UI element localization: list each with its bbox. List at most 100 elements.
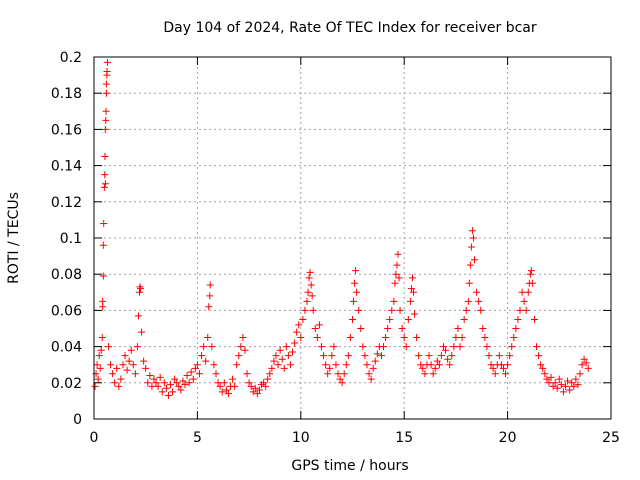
data-point	[286, 361, 294, 369]
data-point	[504, 361, 512, 369]
data-point	[559, 388, 567, 396]
data-point	[388, 306, 396, 314]
data-point	[508, 343, 516, 351]
data-point	[380, 343, 388, 351]
data-point	[299, 315, 307, 323]
y-tick-label: 0.1	[60, 231, 82, 247]
data-point	[97, 346, 105, 354]
data-point	[512, 325, 520, 332]
data-point	[158, 388, 166, 396]
data-point	[334, 370, 342, 378]
data-point	[485, 352, 493, 360]
data-point	[349, 315, 356, 323]
data-point	[280, 364, 288, 372]
data-point	[535, 352, 543, 360]
data-point	[183, 372, 191, 380]
data-point	[384, 325, 392, 332]
data-point	[400, 334, 408, 342]
data-point	[406, 297, 414, 305]
data-point	[402, 343, 410, 351]
data-point	[297, 334, 305, 342]
data-point	[543, 375, 551, 383]
y-tick-label: 0.12	[51, 195, 82, 211]
data-point	[526, 270, 534, 278]
data-point	[208, 343, 216, 351]
data-point	[391, 279, 399, 287]
data-point	[218, 388, 226, 396]
data-point	[93, 361, 101, 369]
data-point	[195, 370, 203, 378]
data-point	[407, 285, 415, 293]
data-point	[202, 357, 210, 365]
data-point	[173, 379, 181, 387]
data-point	[148, 382, 156, 390]
data-points	[91, 58, 592, 399]
data-point	[346, 334, 354, 342]
data-point	[249, 388, 257, 396]
data-point	[204, 334, 212, 342]
data-point	[464, 297, 472, 305]
data-point	[100, 220, 108, 228]
data-point	[541, 370, 549, 378]
data-point	[351, 279, 359, 287]
data-point	[377, 352, 385, 360]
data-point	[545, 379, 553, 387]
data-point	[539, 364, 547, 372]
data-point	[328, 352, 336, 360]
y-tick-label: 0.16	[51, 122, 82, 138]
data-point	[308, 292, 316, 300]
data-point	[253, 390, 261, 398]
data-point	[187, 368, 195, 376]
data-point	[146, 372, 154, 380]
data-point	[251, 384, 259, 392]
data-point	[295, 321, 303, 329]
data-point	[371, 357, 379, 365]
data-point	[518, 288, 526, 296]
x-tick-label: 20	[499, 430, 517, 446]
data-point	[549, 382, 557, 390]
data-point	[429, 370, 437, 378]
data-point	[481, 334, 489, 342]
grid	[94, 57, 611, 419]
data-point	[282, 343, 290, 351]
data-point	[324, 370, 332, 378]
y-tick-label: 0.14	[51, 159, 82, 175]
data-point	[524, 288, 532, 296]
data-point	[458, 334, 466, 342]
data-point	[564, 377, 572, 385]
data-point	[468, 227, 476, 235]
data-point	[404, 315, 412, 323]
data-point	[572, 375, 580, 383]
data-point	[537, 361, 545, 369]
data-point	[344, 352, 352, 360]
data-point	[398, 325, 406, 332]
data-point	[133, 343, 141, 351]
data-point	[322, 361, 330, 369]
data-point	[553, 384, 561, 392]
data-point	[489, 364, 497, 372]
data-point	[338, 379, 346, 387]
data-point	[454, 325, 462, 332]
data-point	[317, 343, 325, 351]
data-point	[171, 375, 179, 383]
data-point	[469, 234, 477, 242]
data-point	[353, 288, 361, 296]
data-point	[101, 180, 109, 188]
data-point	[365, 370, 373, 378]
data-point	[475, 297, 483, 305]
data-point	[330, 343, 338, 351]
data-point	[137, 285, 145, 293]
data-point	[200, 343, 208, 351]
y-tick-label: 0.08	[51, 267, 82, 283]
data-point	[278, 355, 286, 363]
data-point	[522, 306, 530, 314]
data-point	[357, 325, 365, 332]
data-point	[562, 382, 570, 390]
plot-frame	[93, 56, 612, 420]
y-tick-label: 0.18	[51, 86, 82, 102]
data-point	[101, 125, 109, 133]
data-point	[241, 346, 249, 354]
data-point	[177, 386, 185, 394]
data-point	[367, 375, 375, 383]
